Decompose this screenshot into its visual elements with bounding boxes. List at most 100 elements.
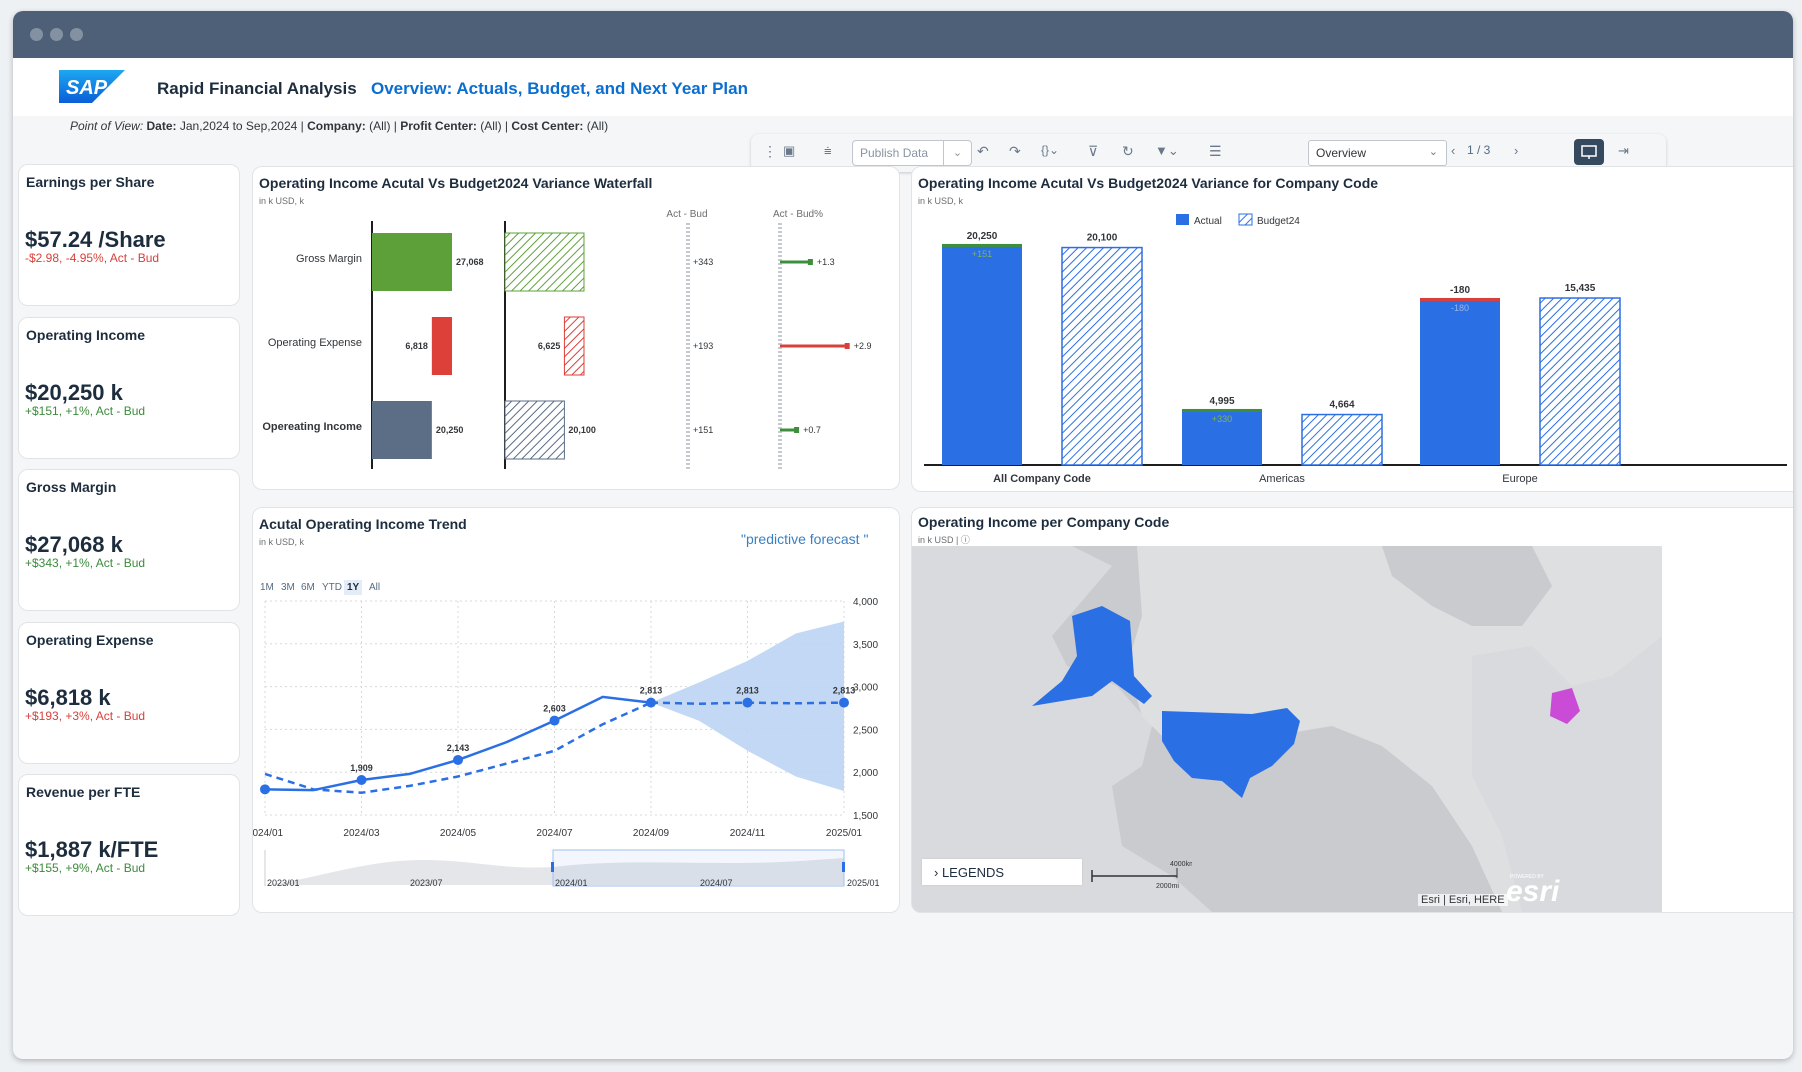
region-usa bbox=[1162, 708, 1300, 798]
actual-data-label: -180 bbox=[1450, 285, 1470, 296]
actual-bar bbox=[942, 245, 1022, 465]
budget-data-label: 20,100 bbox=[1087, 233, 1118, 244]
x-tick-label: 2024/11 bbox=[730, 828, 766, 839]
map-scale-bar: 4000km 2000mi bbox=[1091, 861, 1192, 890]
exit-icon[interactable]: ⇥ bbox=[1618, 143, 1629, 158]
pct-data-label: +0.7 bbox=[803, 425, 821, 435]
legend-budget-label: Budget24 bbox=[1257, 216, 1300, 227]
range-button-ytd[interactable]: YTD bbox=[322, 582, 342, 593]
data-point bbox=[453, 754, 463, 765]
point-data-label: 2,813 bbox=[736, 686, 759, 696]
actual-bar bbox=[1182, 410, 1262, 465]
kpi-tile[interactable]: Earnings per Share $57.24 /Share -$2.98,… bbox=[18, 164, 240, 306]
x-tick-label: 2024/01 bbox=[253, 828, 284, 839]
company-chart-card[interactable]: Operating Income Acutal Vs Budget2024 Va… bbox=[911, 166, 1793, 492]
legends-toggle[interactable]: › LEGENDS bbox=[922, 859, 1082, 885]
x-tick-label: 2024/09 bbox=[633, 828, 670, 839]
trend-chart-card[interactable]: Acutal Operating Income Trend in k USD, … bbox=[252, 507, 900, 913]
refresh-icon[interactable]: ↻ bbox=[1122, 143, 1134, 159]
chart-subtitle: in k USD, k bbox=[259, 537, 305, 547]
filter-clear-icon[interactable]: ⩧ bbox=[824, 143, 832, 158]
pov-cost-value: (All) bbox=[586, 119, 609, 133]
y-tick-label: 3,000 bbox=[853, 683, 878, 694]
range-button-1m[interactable]: 1M bbox=[260, 582, 274, 593]
publish-data-button[interactable]: Publish Data ⌄ bbox=[852, 140, 972, 166]
chevron-down-icon[interactable]: ⌄ bbox=[943, 141, 971, 165]
info-icon[interactable]: ⓘ bbox=[960, 535, 970, 545]
formula-icon[interactable]: {}⌄ bbox=[1041, 143, 1060, 157]
kpi-tile[interactable]: Gross Margin $27,068 k +$343, +1%, Act -… bbox=[18, 469, 240, 611]
point-data-label: 2,813 bbox=[833, 686, 856, 696]
navigator-label: 2024/01 bbox=[555, 878, 588, 888]
trend-line-chart[interactable]: 4,000 3,500 3,000 2,500 2,000 1,500 2024/01 202… bbox=[253, 508, 899, 912]
navigator-label: 2023/01 bbox=[267, 878, 300, 888]
y-tick-label: 2,500 bbox=[853, 725, 878, 736]
range-button-all[interactable]: All bbox=[369, 582, 381, 593]
pov-profit-value: (All) bbox=[480, 119, 502, 133]
app-window: SAP Rapid Financial Analysis Overview: A… bbox=[13, 11, 1793, 1059]
forecast-label: "predictive forecast " bbox=[741, 531, 869, 547]
world-map[interactable] bbox=[912, 546, 1662, 912]
variance-marker bbox=[1420, 297, 1500, 301]
company-bar-chart[interactable]: Actual Budget24 +151 20,250 20,100 All Comp… bbox=[912, 167, 1793, 491]
page-select[interactable]: Overview ⌄ bbox=[1308, 140, 1447, 166]
kpi-tile[interactable]: Operating Income $20,250 k +$151, +1%, A… bbox=[18, 317, 240, 459]
kpi-title: Operating Income bbox=[26, 327, 146, 343]
budget-bar bbox=[563, 316, 585, 376]
kpi-value: $1,887 k/FTE bbox=[25, 837, 159, 862]
esri-logo[interactable]: esri bbox=[1506, 875, 1560, 908]
redo-icon[interactable]: ↷ bbox=[1009, 143, 1021, 159]
variance-data-label: -180 bbox=[1451, 303, 1469, 313]
pct-marker bbox=[807, 259, 813, 265]
delta-data-label: +193 bbox=[693, 341, 713, 351]
region-germany bbox=[1550, 688, 1580, 724]
sap-logo[interactable]: SAP bbox=[59, 70, 125, 103]
kpi-delta: +$193, +3%, Act - Bud bbox=[25, 709, 146, 723]
kpi-tile[interactable]: Operating Expense $6,818 k +$193, +3%, A… bbox=[18, 622, 240, 764]
scale-mi-label: 2000mi bbox=[1156, 883, 1179, 890]
filter-icon[interactable]: ⊽ bbox=[1088, 143, 1099, 159]
kpi-value: $6,818 k bbox=[25, 685, 111, 710]
pct-data-label: +1.3 bbox=[817, 257, 835, 267]
waterfall-chart-card[interactable]: Operating Income Acutal Vs Budget2024 Va… bbox=[252, 166, 900, 490]
pct-marker bbox=[844, 343, 850, 349]
legends-label: LEGENDS bbox=[941, 865, 1005, 880]
map-card[interactable]: Operating Income per Company Code in k U… bbox=[911, 507, 1793, 913]
undo-icon[interactable]: ↶ bbox=[977, 143, 989, 159]
pov-company-value: (All) bbox=[369, 119, 391, 133]
variance-marker bbox=[942, 243, 1022, 247]
range-button-1y[interactable]: 1Y bbox=[344, 580, 363, 595]
x-tick-label: 2024/03 bbox=[343, 828, 380, 839]
data-point bbox=[742, 697, 753, 708]
x-tick-label: 2024/07 bbox=[536, 828, 573, 839]
navigator-area bbox=[265, 858, 844, 885]
more-icon[interactable]: ⋮ bbox=[763, 143, 777, 159]
bookmark-icon[interactable]: ▼⌄ bbox=[1155, 143, 1179, 158]
sea-north-atlantic bbox=[1382, 546, 1552, 626]
navigator-label: 2023/07 bbox=[410, 878, 443, 888]
window-close-button[interactable] bbox=[30, 28, 43, 41]
land-mass-pacific bbox=[912, 546, 1212, 912]
next-page-icon[interactable]: › bbox=[1514, 143, 1519, 158]
chart-title: Operating Income per Company Code bbox=[918, 514, 1170, 530]
calendar-icon[interactable]: ▣ bbox=[783, 143, 796, 158]
list-icon[interactable]: ☰ bbox=[1209, 143, 1222, 159]
budget-bar bbox=[1061, 246, 1143, 466]
present-button[interactable] bbox=[1574, 139, 1604, 165]
window-maximize-button[interactable] bbox=[70, 28, 83, 41]
chevron-down-icon: ⌄ bbox=[1428, 146, 1438, 158]
kpi-value: $27,068 k bbox=[25, 532, 123, 557]
navigator-window bbox=[552, 849, 845, 887]
actual-data-label: 20,250 bbox=[967, 231, 998, 242]
waterfall-chart[interactable]: Act - Bud Act - Bud% Gross Margin 27,068 +… bbox=[253, 167, 899, 489]
point-of-view-bar[interactable]: Point of View: Date: Jan,2024 to Sep,202… bbox=[70, 119, 609, 133]
prev-page-icon[interactable]: ‹ bbox=[1451, 143, 1456, 158]
kpi-tile[interactable]: Revenue per FTE $1,887 k/FTE +$155, +9%,… bbox=[18, 774, 240, 916]
category-label: Operating Expense bbox=[268, 337, 362, 349]
range-button-6m[interactable]: 6M bbox=[301, 582, 315, 593]
window-minimize-button[interactable] bbox=[50, 28, 63, 41]
kpi-value: $20,250 k bbox=[25, 380, 123, 405]
kpi-delta: +$155, +9%, Act - Bud bbox=[25, 861, 146, 875]
region-alaska bbox=[1032, 606, 1152, 706]
range-button-3m[interactable]: 3M bbox=[281, 582, 295, 593]
